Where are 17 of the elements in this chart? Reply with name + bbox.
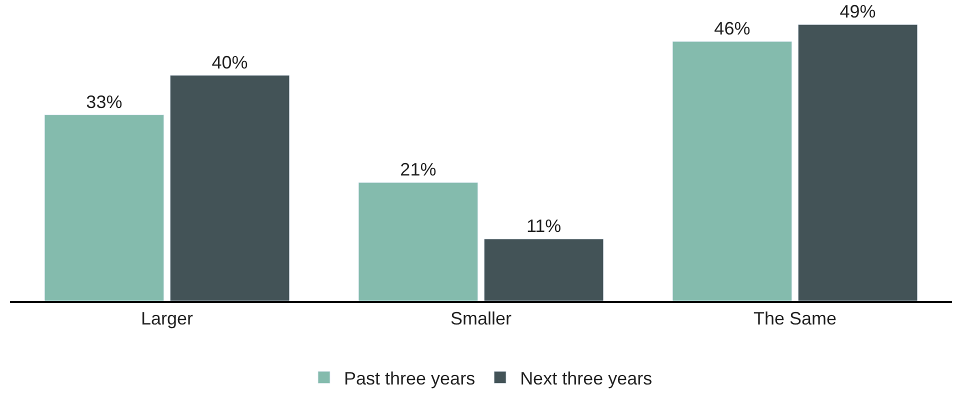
data-label: 49% <box>840 2 876 22</box>
data-label: 40% <box>212 52 248 72</box>
x-tick-label: Smaller <box>450 308 512 328</box>
legend-label: Past three years <box>344 368 476 388</box>
x-tick-label: The Same <box>753 308 837 328</box>
x-tick-label: Larger <box>140 308 194 328</box>
bar <box>44 114 164 301</box>
data-label: 21% <box>400 160 436 180</box>
data-label: 46% <box>714 18 750 38</box>
bar <box>170 75 290 301</box>
legend-label: Next three years <box>520 368 652 388</box>
bar <box>798 24 918 301</box>
data-label: 33% <box>86 92 122 112</box>
data-label: 11% <box>526 216 562 236</box>
bar <box>358 182 478 301</box>
bar <box>672 41 792 301</box>
bar <box>484 238 604 301</box>
